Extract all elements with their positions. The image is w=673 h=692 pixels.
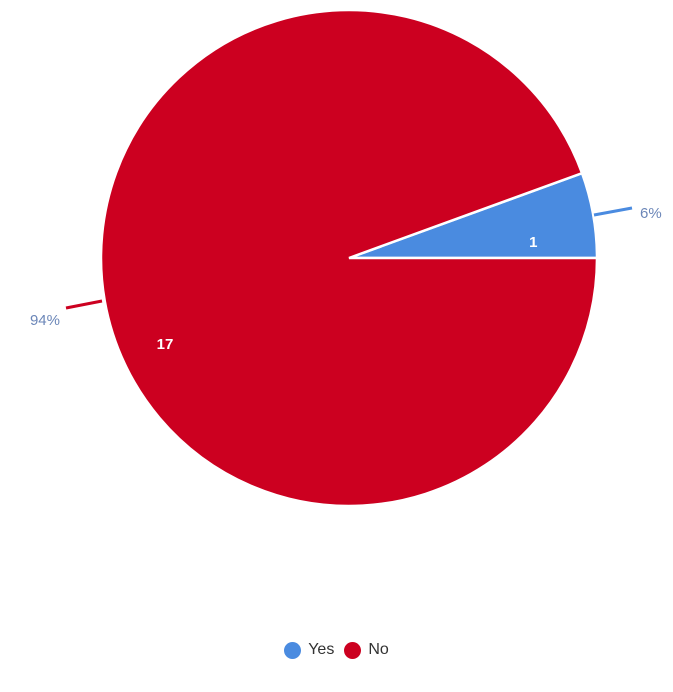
pie-chart: 1 17 6% 94% bbox=[30, 8, 662, 508]
legend-swatch-no bbox=[344, 641, 362, 659]
leader-line-yes bbox=[593, 206, 633, 217]
leader-line-no bbox=[65, 299, 103, 310]
chart-legend: Yes No bbox=[0, 641, 673, 659]
pie-slice-no[interactable] bbox=[99, 8, 599, 508]
legend-label-yes: Yes bbox=[308, 641, 335, 658]
percent-label-yes: 6% bbox=[640, 205, 662, 222]
legend-item-no[interactable]: No bbox=[344, 641, 389, 659]
legend-item-yes[interactable]: Yes bbox=[284, 641, 334, 659]
slice-value-no: 17 bbox=[157, 336, 174, 353]
legend-swatch-yes bbox=[284, 641, 302, 659]
legend-label-no: No bbox=[368, 641, 389, 658]
percent-label-no: 94% bbox=[30, 312, 60, 329]
slice-value-yes: 1 bbox=[529, 234, 537, 251]
